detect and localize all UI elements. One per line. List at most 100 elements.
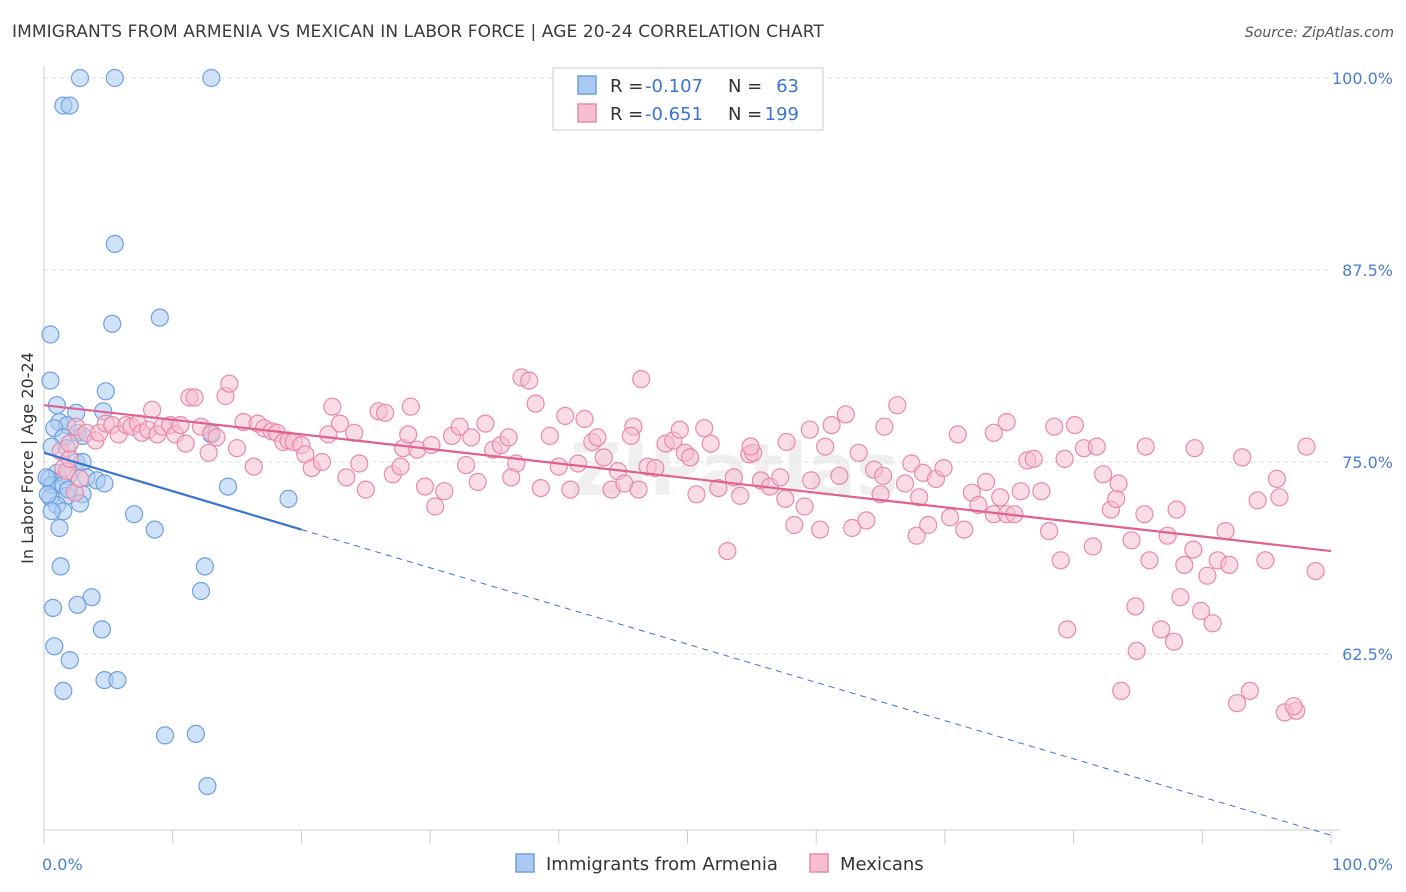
mexicans-point-150 xyxy=(1039,521,1059,541)
mexicans-point-101 xyxy=(687,485,706,504)
mexicans-point-193 xyxy=(1136,437,1155,456)
mexicans-point-87 xyxy=(588,428,607,447)
mexicans-point-80 xyxy=(540,426,559,445)
mexicans-point-114 xyxy=(785,515,804,535)
mexicans-point-136 xyxy=(940,508,960,527)
mexicans-point-84 xyxy=(568,454,588,473)
mexicans-point-181 xyxy=(1267,469,1287,488)
legend-swatch-mexicans xyxy=(577,103,597,123)
armenia-trend-extension xyxy=(301,529,1332,836)
bottom-legend: Immigrants from Armenia Mexicans xyxy=(515,853,924,875)
mexicans-point-25 xyxy=(176,434,195,453)
armenia-point-0 xyxy=(70,68,90,88)
armenia-point-51 xyxy=(92,620,112,639)
mexicans-point-82 xyxy=(556,406,575,425)
armenia-point-60 xyxy=(37,468,56,487)
mexicans-point-203 xyxy=(632,370,651,389)
armenia-point-50 xyxy=(43,598,63,618)
legend-swatch-armenia xyxy=(577,75,597,95)
mexicans-point-29 xyxy=(199,443,218,462)
armenia-point-8 xyxy=(41,325,60,344)
trend-lines xyxy=(43,404,1332,836)
mexicans-point-148 xyxy=(1024,449,1043,468)
mexicans-point-179 xyxy=(1248,491,1267,510)
mexicans-point-141 xyxy=(976,472,996,492)
armenia-point-48 xyxy=(82,588,101,607)
mexicans-point-206 xyxy=(391,457,410,476)
legend-box: R = -0.107 N = 63 R = -0.651 N = 199 xyxy=(552,67,824,131)
mexicans-point-175 xyxy=(1220,555,1239,575)
mexicans-point-71 xyxy=(476,414,495,433)
armenia-point-43 xyxy=(50,518,69,538)
armenia-point-45 xyxy=(51,557,70,576)
armenia-point-39 xyxy=(279,489,298,508)
mexicans-point-162 xyxy=(1127,641,1146,661)
armenia-point-7 xyxy=(150,308,169,327)
mexicans-point-100 xyxy=(680,448,700,467)
mexicans-point-51 xyxy=(337,468,356,487)
armenia-point-6 xyxy=(103,314,122,333)
mexicans-point-172 xyxy=(1203,614,1222,633)
mexicans-point-103 xyxy=(701,434,720,453)
mexicans-point-167 xyxy=(1167,500,1186,519)
mexicans-point-159 xyxy=(1106,489,1126,508)
mexicans-point-68 xyxy=(457,456,476,475)
mexicans-point-36 xyxy=(244,457,263,476)
legend-r-value-mexicans: -0.651 xyxy=(645,104,703,125)
mexicans-point-63 xyxy=(422,436,441,455)
mexicans-point-79 xyxy=(531,479,550,498)
armenia-point-44 xyxy=(145,520,164,539)
mexicans-point-81 xyxy=(549,457,568,476)
mexicans-point-54 xyxy=(356,480,375,499)
armenia-point-61 xyxy=(38,485,58,504)
mexicans-point-83 xyxy=(561,480,580,499)
mexicans-point-121 xyxy=(836,405,855,424)
armenia-point-47 xyxy=(191,581,211,601)
mexicans-point-174 xyxy=(1216,521,1235,541)
mexicans-point-178 xyxy=(1240,681,1260,701)
armenia-trend-line xyxy=(43,451,302,531)
bottom-legend-label-mexicans: Mexicans xyxy=(840,854,924,875)
armenia-point-10 xyxy=(96,382,115,401)
mexicans-point-153 xyxy=(1058,620,1077,639)
mexicans-point-154 xyxy=(1065,416,1085,435)
x-tick-label-1: 100.0% xyxy=(1332,855,1393,874)
armenia-point-5 xyxy=(105,234,124,253)
mexicans-point-189 xyxy=(984,423,1003,442)
mexicans-point-131 xyxy=(907,526,926,545)
mexicans-point-104 xyxy=(709,479,728,498)
mexicans-point-185 xyxy=(1306,561,1325,581)
legend-r-label-mexicans: R = xyxy=(610,104,643,125)
mexicans-point-123 xyxy=(849,443,868,462)
mexicans-point-202 xyxy=(800,420,819,439)
armenia-point-59 xyxy=(198,776,217,796)
mexicans-point-157 xyxy=(1094,465,1113,484)
mexicans-point-50 xyxy=(330,414,350,433)
mexicans-point-34 xyxy=(227,439,247,458)
mexicans-point-47 xyxy=(312,452,332,472)
mexicans-point-62 xyxy=(415,477,435,496)
mexicans-point-199 xyxy=(910,488,929,507)
mexicans-point-6 xyxy=(60,434,79,453)
bottom-legend-swatch-mexicans xyxy=(809,853,829,873)
mexicans-point-190 xyxy=(997,413,1016,432)
bottom-legend-label-armenia: Immigrants from Armenia xyxy=(546,854,778,875)
mexicans-point-113 xyxy=(776,489,795,508)
mexicans-point-177 xyxy=(1233,448,1252,467)
mexicans-point-98 xyxy=(670,420,689,439)
y-tick-label-0: 62.5% xyxy=(1342,645,1393,664)
mexicans-point-151 xyxy=(1045,417,1064,436)
mexicans-point-128 xyxy=(888,396,907,415)
y-axis-title: In Labor Force | Age 20-24 xyxy=(18,352,37,564)
mexicans-point-152 xyxy=(1051,551,1070,570)
mexicans-point-168 xyxy=(1175,555,1194,575)
mexicans-point-180 xyxy=(1256,551,1275,570)
mexicans-point-140 xyxy=(969,495,988,515)
mexicans-point-33 xyxy=(220,374,239,393)
mexicans-point-186 xyxy=(1270,488,1289,507)
mexicans-point-69 xyxy=(462,428,481,447)
armenia-point-54 xyxy=(54,681,73,701)
mexicans-point-192 xyxy=(1112,681,1131,701)
mexicans-point-201 xyxy=(777,432,796,452)
armenia-point-9 xyxy=(41,371,60,390)
